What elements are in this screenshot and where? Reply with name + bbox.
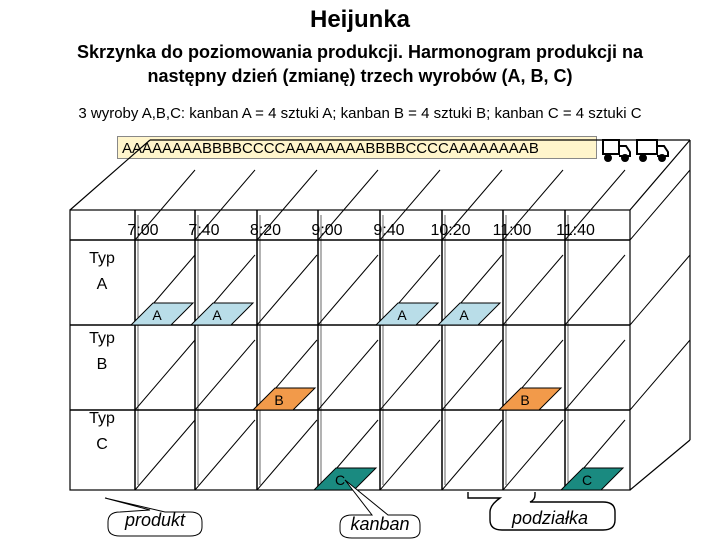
- callout-produkt-text: produkt: [124, 510, 186, 530]
- truck-icon: [602, 139, 631, 162]
- time-slot-label: 9:00: [311, 222, 342, 239]
- kanban-card-label: C: [582, 472, 592, 488]
- kanban-card-label: A: [459, 307, 469, 323]
- cell-depth-line: [379, 419, 441, 491]
- front-face: [69, 209, 631, 491]
- time-slot-label: 8:20: [250, 222, 281, 239]
- callout-podzialka: podziałka: [467, 492, 616, 531]
- back-grid: [134, 169, 691, 491]
- front-grid: [70, 210, 630, 490]
- cell-depth-line: [564, 339, 626, 411]
- cell-depth-line: [441, 419, 503, 491]
- cell-depth-line: [379, 169, 441, 241]
- kanban-card: [129, 302, 195, 326]
- kanban-note: 3 wyroby A,B,C: kanban A = 4 sztuki A; k…: [78, 105, 642, 122]
- cell-depth-line: [564, 169, 626, 241]
- time-slot-label: 7:40: [188, 222, 219, 239]
- cell-depth-line: [317, 254, 379, 326]
- page-title: Heijunka: [309, 6, 411, 33]
- cell-depth-line: [256, 169, 318, 241]
- cell-depth-line: [379, 339, 441, 411]
- callout-podzialka-text: podziałka: [511, 508, 588, 528]
- cell-depth-line: [134, 169, 196, 241]
- cell-depth-line: [194, 169, 256, 241]
- row-depth-line: [629, 254, 691, 326]
- row-label-letter: C: [96, 436, 108, 453]
- kanban-card-label: A: [397, 307, 407, 323]
- kanban-card-label: A: [152, 307, 162, 323]
- top-left-edge: [69, 139, 151, 211]
- time-labels: 7:00 7:40 8:20 9:00 9:40 10:20 11:00 11:40: [127, 222, 595, 239]
- subtitle-line-2: następny dzień (zmianę) trzech wyrobów (…: [147, 66, 573, 86]
- cell-depth-line: [134, 419, 196, 491]
- cell-depth-line: [502, 419, 564, 491]
- row-label-word: Typ: [89, 330, 115, 347]
- callout-produkt: produkt: [104, 497, 203, 537]
- row-labels: Typ A Typ B Typ C: [89, 250, 115, 453]
- cell-depth-line: [194, 339, 256, 411]
- cell-depth-line: [134, 339, 196, 411]
- kanban-card: [497, 387, 563, 411]
- row-depth-line: [629, 169, 691, 241]
- kanban-card-label: B: [520, 392, 529, 408]
- cell-depth-line: [502, 254, 564, 326]
- time-slot-label: 7:00: [127, 222, 158, 239]
- sequence-strip: AAAAAAAABBBBCCCCAAAAAAAABBBBCCCCAAAAAAAA…: [117, 136, 597, 159]
- subtitle-line-1: Skrzynka do poziomowania produkcji. Harm…: [76, 42, 644, 62]
- kanban-card: [312, 467, 378, 491]
- row-label-word: Typ: [89, 250, 115, 267]
- cell-depth-line: [441, 169, 503, 241]
- kanban-card: [559, 467, 625, 491]
- cell-depth-line: [256, 419, 318, 491]
- callout-kanban: kanban: [339, 479, 421, 539]
- row-label-letter: B: [97, 356, 108, 373]
- kanban-card: [189, 302, 255, 326]
- kanban-cards: A A A A B B C C: [129, 302, 625, 491]
- cell-depth-line: [194, 419, 256, 491]
- kanban-card-label: A: [212, 307, 222, 323]
- time-slot-label: 9:40: [373, 222, 404, 239]
- kanban-card-label: B: [274, 392, 283, 408]
- kanban-card-label: C: [335, 472, 345, 488]
- cell-depth-line: [317, 339, 379, 411]
- kanban-card: [251, 387, 317, 411]
- callout-kanban-text: kanban: [350, 514, 409, 534]
- cell-depth-line: [317, 169, 379, 241]
- cell-depth-line: [441, 339, 503, 411]
- time-slot-label: 11:40: [556, 222, 595, 239]
- row-depth-line: [629, 339, 691, 411]
- row-label-word: Typ: [89, 410, 115, 427]
- kanban-card: [374, 302, 440, 326]
- time-slot-label: 11:00: [493, 222, 532, 239]
- subtitle: Skrzynka do poziomowania produkcji. Harm…: [30, 40, 690, 88]
- kanban-card: [436, 302, 502, 326]
- cell-depth-line: [502, 169, 564, 241]
- bottom-right-edge: [629, 439, 691, 491]
- time-slot-label: 10:20: [430, 222, 470, 239]
- cell-depth-line: [564, 254, 626, 326]
- truck-icon: [636, 139, 669, 162]
- row-label-letter: A: [97, 276, 108, 293]
- top-right-edge: [629, 139, 691, 211]
- cell-depth-line: [256, 254, 318, 326]
